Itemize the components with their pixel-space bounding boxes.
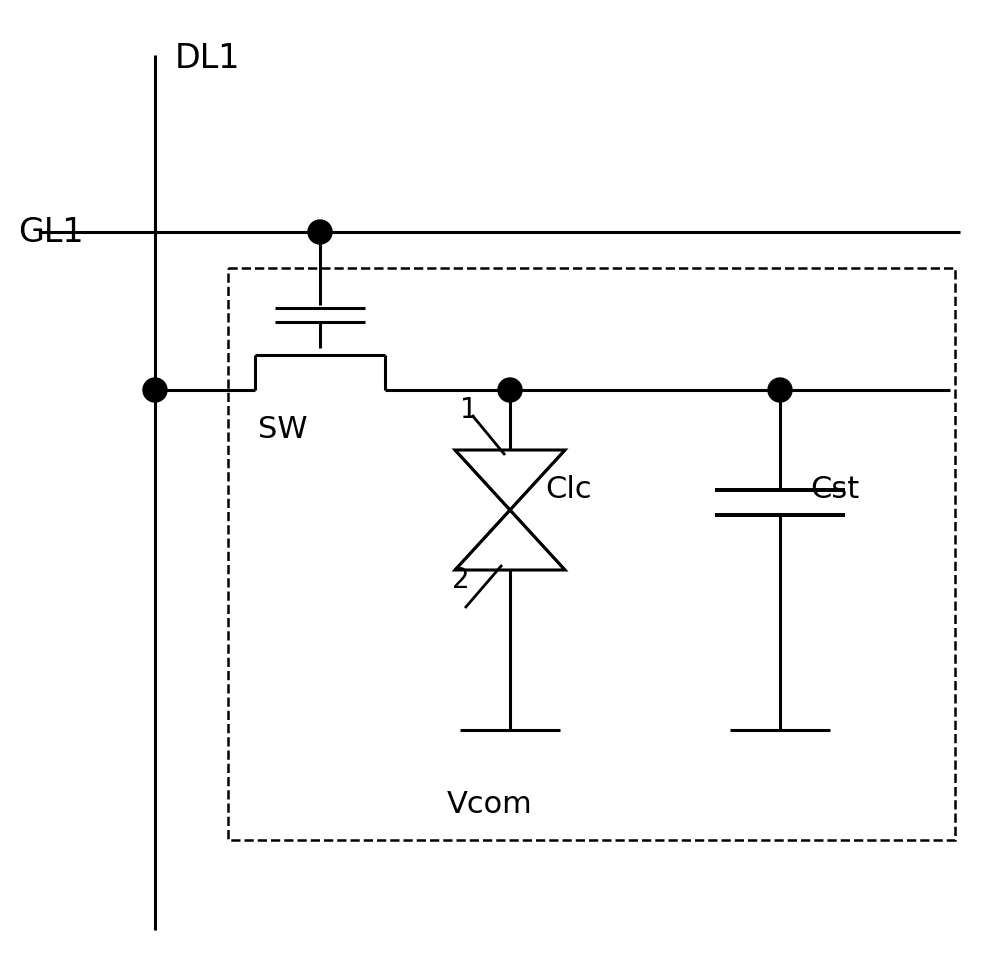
Text: SW: SW [258,416,308,445]
Text: 1: 1 [460,396,478,424]
Circle shape [498,378,522,402]
Text: Vcom: Vcom [447,790,533,819]
Circle shape [768,378,792,402]
Text: DL1: DL1 [175,42,240,75]
Text: 2: 2 [452,566,470,594]
Circle shape [143,378,167,402]
Text: Cst: Cst [810,476,859,505]
Text: GL1: GL1 [18,216,84,249]
Text: Clc: Clc [545,476,592,505]
Circle shape [308,220,332,244]
